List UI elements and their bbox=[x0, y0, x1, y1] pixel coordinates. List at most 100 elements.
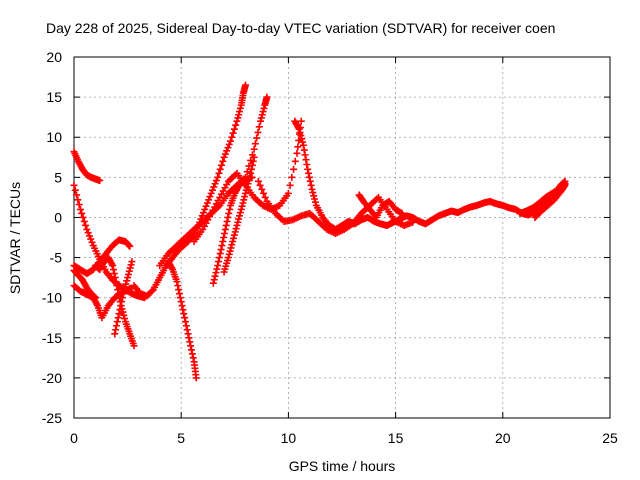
data-point bbox=[299, 138, 307, 146]
y-tick-label: 10 bbox=[46, 129, 62, 145]
series-track-6 bbox=[91, 254, 138, 350]
data-point bbox=[178, 302, 186, 310]
data-point bbox=[255, 123, 263, 131]
data-point bbox=[186, 338, 194, 346]
data-point bbox=[258, 111, 266, 119]
data-point bbox=[258, 185, 266, 193]
series-track-12 bbox=[220, 153, 258, 276]
data-point bbox=[180, 310, 188, 318]
data-point bbox=[288, 173, 296, 181]
data-point bbox=[211, 272, 219, 280]
data-point bbox=[230, 231, 238, 239]
data-point bbox=[228, 241, 236, 249]
series-track-1 bbox=[70, 148, 104, 185]
data-point bbox=[257, 117, 265, 125]
data-point bbox=[206, 193, 214, 201]
data-point bbox=[309, 189, 317, 197]
data-point bbox=[237, 205, 245, 213]
y-tick-label: 5 bbox=[54, 169, 62, 185]
data-point bbox=[202, 202, 210, 210]
data-point bbox=[116, 306, 124, 314]
data-point bbox=[561, 180, 569, 188]
data-point bbox=[257, 114, 265, 122]
series-track-16 bbox=[355, 191, 406, 221]
data-point bbox=[80, 217, 88, 225]
data-point bbox=[114, 314, 122, 322]
data-point bbox=[293, 149, 301, 157]
data-point bbox=[253, 134, 261, 142]
data-point bbox=[230, 234, 238, 242]
data-point bbox=[111, 274, 119, 282]
data-point bbox=[241, 193, 249, 201]
data-point bbox=[225, 209, 233, 217]
data-point bbox=[109, 266, 117, 274]
x-tick-label: 20 bbox=[495, 430, 511, 446]
data-point bbox=[222, 221, 230, 229]
data-point bbox=[112, 278, 120, 286]
data-point bbox=[218, 242, 226, 250]
data-point bbox=[220, 234, 228, 241]
data-point bbox=[236, 108, 244, 116]
data-point bbox=[250, 153, 258, 161]
data-point bbox=[291, 157, 299, 165]
series-track-7 bbox=[111, 258, 136, 338]
data-point bbox=[297, 132, 305, 140]
y-tick-label: -10 bbox=[42, 290, 62, 306]
y-tick-label: 15 bbox=[46, 89, 62, 105]
data-point bbox=[126, 264, 134, 272]
data-point bbox=[85, 232, 93, 240]
data-points bbox=[70, 81, 569, 382]
data-point bbox=[79, 213, 87, 221]
data-point bbox=[303, 160, 311, 168]
data-point bbox=[302, 156, 310, 164]
data-point bbox=[239, 199, 247, 207]
data-point bbox=[299, 141, 307, 149]
data-point bbox=[256, 181, 264, 189]
data-point bbox=[128, 258, 136, 266]
series-track-9 bbox=[164, 258, 200, 382]
data-point bbox=[75, 201, 83, 209]
data-point bbox=[220, 153, 228, 161]
axis-ticks bbox=[73, 56, 611, 419]
x-tick-labels: 0 5 10 15 20 25 bbox=[70, 430, 618, 446]
data-point bbox=[290, 165, 298, 173]
data-point bbox=[221, 150, 229, 158]
data-point bbox=[254, 177, 262, 185]
data-point bbox=[221, 229, 229, 237]
data-point bbox=[225, 140, 233, 148]
data-point bbox=[189, 354, 197, 362]
data-point bbox=[260, 189, 268, 197]
data-point bbox=[184, 330, 192, 338]
data-point bbox=[177, 298, 185, 306]
data-point bbox=[224, 213, 232, 221]
y-tick-label: -20 bbox=[42, 370, 62, 386]
data-point bbox=[311, 198, 319, 206]
data-point bbox=[249, 157, 257, 165]
series-track-3 bbox=[70, 236, 134, 278]
data-point bbox=[247, 169, 255, 177]
series-track-10 bbox=[156, 93, 271, 270]
data-point bbox=[254, 128, 262, 136]
data-point bbox=[109, 262, 117, 270]
y-tick-label: -25 bbox=[42, 410, 62, 426]
data-point bbox=[226, 247, 234, 255]
data-point bbox=[115, 310, 123, 318]
y-tick-label: -5 bbox=[50, 250, 63, 266]
data-point bbox=[173, 278, 181, 286]
data-point bbox=[300, 146, 308, 154]
data-point bbox=[175, 290, 183, 298]
data-point bbox=[124, 270, 132, 278]
data-point bbox=[218, 161, 226, 169]
data-point bbox=[397, 209, 405, 217]
data-point bbox=[214, 173, 222, 181]
data-point bbox=[121, 283, 129, 291]
data-point bbox=[229, 129, 237, 137]
data-point bbox=[219, 238, 227, 246]
data-point bbox=[112, 322, 120, 330]
data-point bbox=[235, 215, 243, 223]
data-point bbox=[181, 314, 189, 322]
series-track-8 bbox=[130, 81, 250, 300]
data-point bbox=[305, 173, 313, 181]
data-point bbox=[114, 286, 122, 294]
data-point bbox=[71, 186, 79, 194]
